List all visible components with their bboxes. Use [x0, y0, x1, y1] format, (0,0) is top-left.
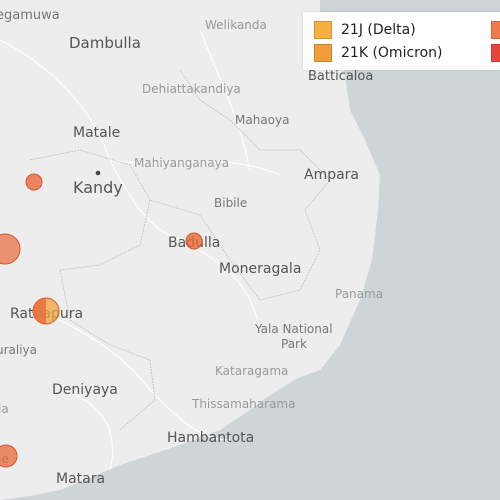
variant-marker[interactable] [25, 173, 43, 191]
legend-item-3[interactable] [491, 21, 500, 39]
place-label: Kandy [73, 178, 123, 197]
marker-layer [0, 173, 203, 468]
legend-item-delta[interactable]: 21J (Delta) [314, 21, 416, 39]
variant-marker[interactable] [0, 444, 18, 468]
legend-item-4[interactable] [491, 44, 500, 62]
place-label: la [0, 402, 9, 416]
place-label: Dambulla [69, 34, 141, 52]
variant-marker-slice [33, 298, 46, 324]
place-label: Panama [335, 287, 383, 301]
place-label: Mahaoya [235, 113, 289, 127]
place-label: Park [281, 337, 307, 351]
city-dot [95, 170, 101, 176]
variant-legend: 21J (Delta) 21K (Omicron) [303, 12, 500, 70]
variant-marker[interactable] [185, 232, 203, 250]
legend-swatch [491, 44, 500, 62]
place-label: Moneragala [219, 261, 301, 277]
legend-swatch [314, 44, 332, 62]
place-label: Ampara [304, 167, 359, 183]
place-label: Batticaloa [308, 69, 373, 84]
place-label: Hambantota [167, 430, 254, 446]
legend-label: 21J (Delta) [341, 22, 416, 38]
place-label: Matara [56, 471, 105, 487]
place-label: Dehiattakandiya [142, 82, 241, 96]
place-label: Yala National [254, 322, 333, 336]
place-label: Deniyaya [52, 382, 118, 398]
legend-swatch [314, 21, 332, 39]
place-label: egamuwa [0, 8, 60, 23]
place-label: Mahiyanganaya [134, 156, 229, 170]
place-label: Thissamaharama [191, 397, 295, 411]
land-area [0, 0, 380, 500]
place-label: Matale [73, 125, 120, 141]
variant-marker[interactable] [0, 233, 21, 265]
legend-swatch [491, 21, 500, 39]
place-label: Welikanda [205, 18, 267, 32]
place-label: Kataragama [215, 364, 288, 378]
legend-label: 21K (Omicron) [341, 45, 443, 61]
legend-item-omicron[interactable]: 21K (Omicron) [314, 44, 443, 62]
place-label: uraliya [0, 343, 37, 357]
place-label: Bibile [214, 196, 247, 210]
